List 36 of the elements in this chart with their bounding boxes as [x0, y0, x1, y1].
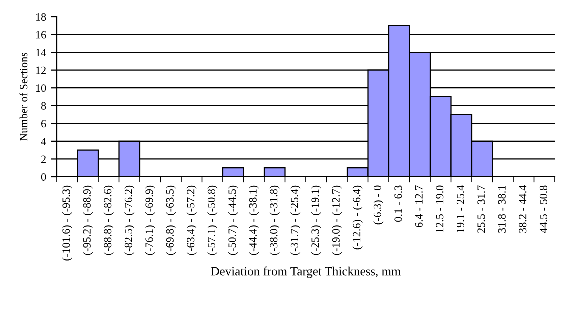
- x-tick-label: (-95.2) - (-88.9): [83, 186, 94, 256]
- x-tick-label: (-31.7) - (-25.4): [290, 186, 301, 256]
- y-tick-label: 14: [36, 49, 46, 56]
- x-tick-label: (-6.3) - 0: [374, 186, 384, 225]
- x-tick-label: (-69.8) - (-63.5): [166, 186, 176, 256]
- x-tick-label: 12.5 - 19.0: [436, 186, 444, 232]
- x-tick-label: (-12.6) - (-6.4): [352, 186, 363, 250]
- x-tick-label: 38.2 - 44.4: [519, 186, 527, 233]
- y-tick-label: 0: [41, 173, 46, 181]
- x-axis-title: Deviation from Target Thickness, mm: [211, 266, 402, 278]
- x-tick-label: 19.1 - 25.4: [456, 186, 464, 232]
- x-tick-label: (-88.8) - (-82.6): [104, 186, 114, 256]
- x-tick-label: 6.4 - 12.7: [415, 186, 423, 228]
- y-tick-label: 6: [42, 120, 46, 128]
- x-tick-label: (-82.5) - (-76.2): [124, 186, 135, 256]
- x-tick-label: (-25.3) - (-19.1): [311, 186, 322, 256]
- x-tick-label: 31.8 - 38.1: [498, 186, 506, 233]
- x-tick-label: (-101.6) - (-95.3): [62, 186, 72, 261]
- y-tick-label: 2: [42, 156, 46, 164]
- x-tick-label: 0.1 - 6.3: [394, 186, 402, 222]
- x-tick-label: (-76.1) - (-69.9): [145, 186, 156, 256]
- y-tick-label: 18: [36, 13, 46, 21]
- x-tick-label: (-63.4) - (-57.2): [186, 186, 197, 256]
- x-tick-label: (-19.0) - (-12.7): [332, 186, 342, 256]
- y-tick-label: 8: [41, 102, 46, 110]
- y-tick-label: 4: [41, 138, 46, 146]
- x-tick-label: (-57.1) - (-50.8): [208, 186, 218, 256]
- x-tick-label: (-50.7) - (-44.5): [228, 186, 238, 256]
- x-tick-label: 25.5 - 31.7: [478, 186, 486, 233]
- y-tick-label: 10: [36, 84, 46, 92]
- x-tick-label: (-44.4) - (-38.1): [249, 186, 260, 256]
- y-tick-label: 16: [36, 31, 46, 39]
- x-tick-label: 44.5 - 50.8: [540, 186, 548, 234]
- y-axis-title: Number of Sections: [20, 52, 28, 142]
- x-tick-label: (-38.0) - (-31.8): [270, 186, 280, 256]
- y-tick-label: 12: [36, 66, 46, 74]
